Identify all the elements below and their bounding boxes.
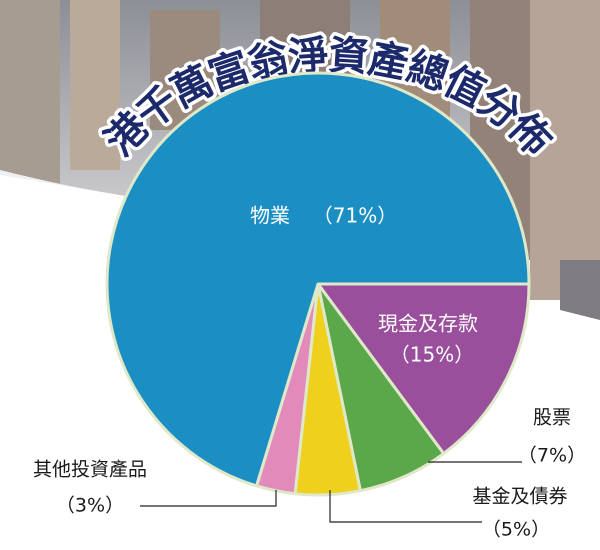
leader-line bbox=[140, 490, 277, 507]
leader-line bbox=[329, 490, 482, 523]
value-label: （7%） bbox=[518, 445, 586, 467]
value-label: （15%） bbox=[390, 343, 474, 367]
category-label: 物業 bbox=[250, 204, 290, 228]
value-label: （71%） bbox=[313, 204, 397, 228]
category-label: 現金及存款 bbox=[378, 312, 478, 336]
category-label: 股票 bbox=[533, 407, 571, 429]
value-label: （3%） bbox=[56, 495, 124, 517]
pie bbox=[105, 71, 531, 497]
pie-slice bbox=[316, 282, 531, 456]
category-label: 其他投資產品 bbox=[33, 459, 147, 481]
pie-slice bbox=[105, 71, 531, 488]
value-label: （5%） bbox=[482, 519, 550, 541]
labels: 現金及存款 （15%） 股票 （7%） 基金及債券 （5%） 其他投資產品 （3%） 物業 （71… bbox=[33, 204, 586, 541]
category-label: 基金及債券 bbox=[472, 486, 567, 508]
